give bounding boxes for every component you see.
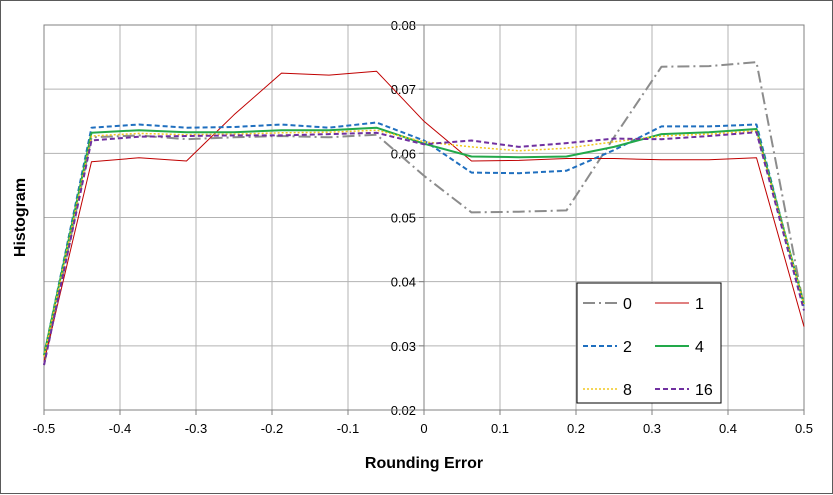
x-tick-label: 0.4: [719, 421, 737, 436]
y-tick-label: 0.04: [391, 275, 416, 290]
x-tick-label: -0.1: [337, 421, 359, 436]
x-tick-label: -0.4: [109, 421, 131, 436]
legend-label-16: 16: [695, 382, 713, 399]
x-tick-label: 0.1: [491, 421, 509, 436]
x-axis-title: Rounding Error: [365, 455, 483, 472]
x-tick-label: 0.2: [567, 421, 585, 436]
y-axis-title: Histogram: [12, 178, 29, 257]
y-tick-label: 0.06: [391, 146, 416, 161]
y-tick-label: 0.05: [391, 211, 416, 226]
series-line-2: [43, 121, 805, 356]
legend-label-2: 2: [623, 339, 632, 356]
legend-label-0: 0: [623, 296, 632, 313]
x-tick-label: 0.3: [643, 421, 661, 436]
series-line-0: [43, 61, 805, 366]
series-line-1: [43, 70, 805, 363]
legend-label-1: 1: [695, 296, 704, 313]
series-line-16: [43, 131, 805, 366]
series-line-8: [43, 129, 805, 357]
x-tick-label: 0.5: [795, 421, 813, 436]
x-tick-label: -0.2: [261, 421, 283, 436]
x-tick-label: -0.5: [33, 421, 55, 436]
y-tick-label: 0.03: [391, 339, 416, 354]
legend-label-4: 4: [695, 339, 704, 356]
x-tick-label: 0: [420, 421, 427, 436]
legend-label-8: 8: [623, 382, 632, 399]
x-tick-label: -0.3: [185, 421, 207, 436]
